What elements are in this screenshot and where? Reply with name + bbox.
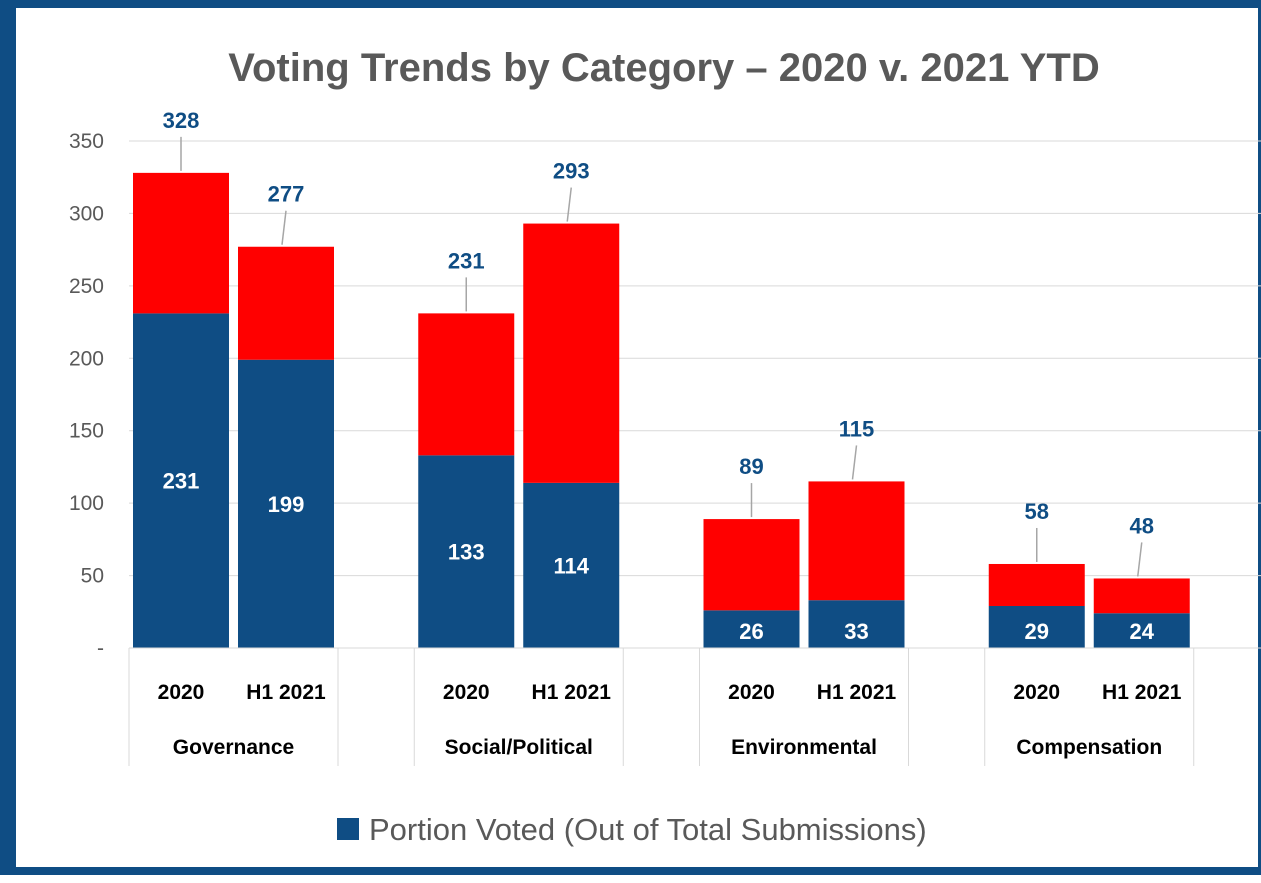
legend-label: Portion Voted (Out of Total Submissions) — [369, 812, 927, 847]
bar-remaining — [133, 172, 229, 314]
bar-remaining — [238, 246, 334, 360]
y-tick-label: 100 — [69, 492, 104, 515]
x-period-label: 2020 — [158, 681, 205, 704]
bar-value-label: 26 — [739, 619, 763, 644]
leader-line — [566, 187, 572, 222]
bar-total-label: 48 — [1130, 513, 1154, 538]
bar-total-label: 328 — [163, 108, 200, 133]
bar-total-label: 231 — [448, 248, 485, 273]
bar-voted — [808, 600, 905, 648]
data-labels: 231 328 199 277 133 231 114 293 26 89 33 115 29 58 24 4… — [163, 108, 1155, 644]
bar-total-label: 89 — [739, 454, 763, 479]
y-axis: - 50 100 150 200 250 300 350 — [69, 130, 104, 660]
x-category-label: Governance — [173, 736, 294, 759]
bar-voted — [988, 605, 1085, 648]
chart-title: Voting Trends by Category – 2020 v. 2021… — [228, 46, 1099, 90]
x-category-label: Compensation — [1016, 736, 1162, 759]
bar-total-label: 293 — [553, 159, 590, 184]
x-category-label: Social/Political — [445, 736, 593, 759]
bar-value-label: 24 — [1130, 619, 1155, 644]
x-period-label: H1 2021 — [1102, 681, 1182, 704]
leader-line — [281, 210, 287, 245]
x-period-label: 2020 — [443, 681, 490, 704]
legend: Portion Voted (Out of Total Submissions) — [337, 812, 927, 847]
bar-remaining — [808, 481, 905, 601]
bar-value-label: 199 — [268, 492, 305, 517]
bars — [133, 172, 1190, 648]
bar-remaining — [703, 519, 800, 611]
y-tick-label: 300 — [69, 202, 104, 225]
bar-voted — [703, 610, 800, 648]
y-tick-label: 150 — [69, 420, 104, 443]
bar-value-label: 231 — [163, 469, 200, 494]
bar-value-label: 33 — [844, 619, 868, 644]
x-period-label: H1 2021 — [817, 681, 897, 704]
bar-total-label: 58 — [1025, 499, 1049, 524]
bar-value-label: 114 — [554, 553, 590, 578]
y-tick-label: 50 — [81, 565, 104, 588]
bar-value-label: 133 — [448, 540, 485, 565]
y-tick-label: - — [97, 637, 104, 660]
leader-line — [851, 445, 858, 480]
y-tick-label: 350 — [69, 130, 104, 153]
bar-total-label: 115 — [839, 416, 875, 441]
bar-remaining — [418, 313, 515, 456]
x-category-label: Environmental — [731, 736, 877, 759]
bar-voted — [418, 455, 515, 648]
bar-remaining — [988, 563, 1085, 606]
bar-total-label: 277 — [268, 182, 305, 207]
x-period-label: 2020 — [1013, 681, 1060, 704]
bar-value-label: 29 — [1025, 619, 1049, 644]
leader-line — [1137, 542, 1143, 577]
bar-remaining — [1093, 578, 1190, 614]
bar-voted — [523, 482, 620, 648]
stacked-bar-chart: Voting Trends by Category – 2020 v. 2021… — [69, 46, 1261, 847]
x-period-label: H1 2021 — [532, 681, 612, 704]
bar-remaining — [523, 223, 620, 483]
x-axis: 2020 H1 2021 Governance 2020 H1 2021 Social/P… — [128, 647, 1261, 766]
x-period-label: 2020 — [728, 681, 775, 704]
bar-voted — [1093, 613, 1190, 648]
y-tick-label: 200 — [69, 347, 104, 370]
bar-voted — [238, 359, 334, 648]
y-tick-label: 250 — [69, 275, 104, 298]
legend-swatch — [337, 818, 359, 840]
bar-voted — [133, 313, 229, 648]
x-period-label: H1 2021 — [246, 681, 326, 704]
